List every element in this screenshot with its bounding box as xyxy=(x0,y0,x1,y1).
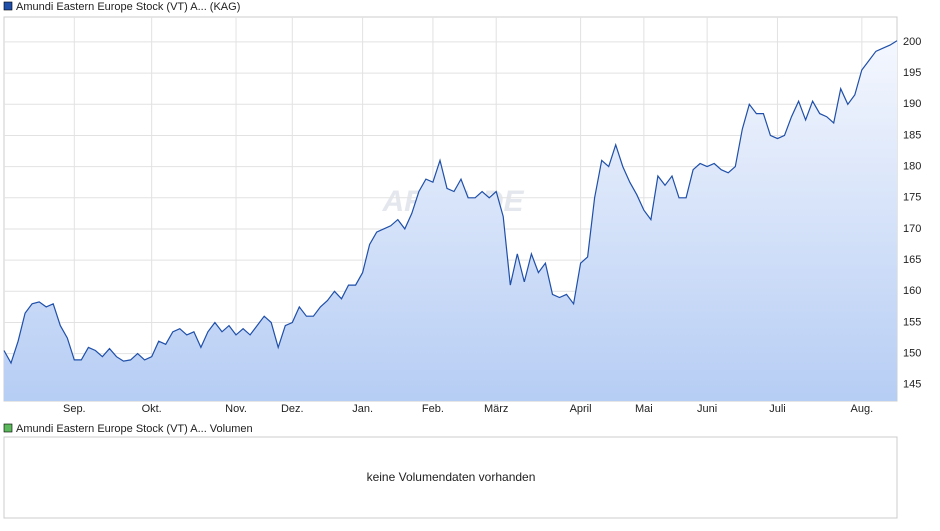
y-tick-label: 150 xyxy=(903,348,921,360)
volume-frame xyxy=(3,436,898,519)
x-tick-label: März xyxy=(484,403,508,415)
y-tick-label: 185 xyxy=(903,129,921,141)
x-tick-label: Okt. xyxy=(142,403,162,415)
y-tick-label: 195 xyxy=(903,67,921,79)
legend-swatch xyxy=(3,1,13,11)
x-tick-label: Juli xyxy=(769,403,786,415)
x-tick-label: Feb. xyxy=(422,403,444,415)
no-data-message: keine Volumendaten vorhanden xyxy=(367,470,536,484)
x-tick-label: Aug. xyxy=(851,403,874,415)
y-tick-label: 145 xyxy=(903,379,921,391)
x-tick-label: Sep. xyxy=(63,403,86,415)
legend-label: Amundi Eastern Europe Stock (VT) A... Vo… xyxy=(16,423,253,435)
y-tick-label: 165 xyxy=(903,254,921,266)
plot: ARIVA.DE xyxy=(3,17,898,401)
y-tick-label: 155 xyxy=(903,316,921,328)
y-tick-label: 190 xyxy=(903,98,921,110)
legend-swatch xyxy=(3,423,13,433)
x-tick-label: Mai xyxy=(635,403,653,415)
y-tick-label: 200 xyxy=(903,36,921,48)
x-tick-label: Jan. xyxy=(352,403,373,415)
x-tick-label: Nov. xyxy=(225,403,247,415)
y-tick-label: 180 xyxy=(903,161,921,173)
y-tick-label: 160 xyxy=(903,285,921,297)
x-tick-label: Dez. xyxy=(281,403,304,415)
area xyxy=(4,40,897,401)
y-tick-label: 175 xyxy=(903,192,921,204)
line xyxy=(3,40,898,365)
x-tick-label: April xyxy=(570,403,592,415)
x-tick-label: Juni xyxy=(697,403,717,415)
y-tick-label: 170 xyxy=(903,223,921,235)
legend-label: Amundi Eastern Europe Stock (VT) A... (K… xyxy=(16,1,240,13)
